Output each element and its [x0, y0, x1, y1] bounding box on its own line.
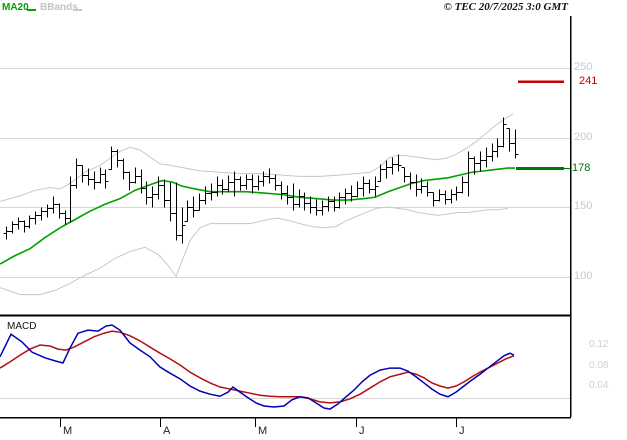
month-label-2: M: [258, 425, 268, 437]
price-axis-label-200: 200: [574, 131, 593, 143]
legend-bbands-label: BBands: [40, 2, 78, 13]
macd-line: [0, 324, 515, 410]
macd-panel-label: MACD: [7, 321, 37, 332]
ma20-line-swatch: [27, 9, 36, 11]
macd-scale-label-0.08: 0.08: [589, 360, 609, 371]
bbands-line-swatch: [73, 9, 82, 11]
legend-ma20-label: MA20: [2, 2, 29, 13]
price-axis-label-150: 150: [574, 200, 593, 212]
month-label-0: M: [63, 425, 73, 437]
copyright-text: © TEC 20/7/2025 3:0 GMT: [443, 1, 568, 13]
macd-signal-line: [0, 330, 515, 404]
bollinger-lower-band-line: [0, 206, 509, 296]
bollinger-upper-band-line: [0, 113, 514, 202]
macd-scale-label-0.04: 0.04: [589, 380, 609, 391]
month-label-4: J: [459, 425, 465, 437]
price-axis-label-100: 100: [574, 270, 593, 282]
upper-marker-price-label: 241: [579, 74, 598, 87]
month-label-1: A: [163, 425, 171, 437]
lower-marker-price-label: 178: [572, 161, 591, 174]
ma20-line: [0, 167, 515, 265]
macd-scale-label-0.12: 0.12: [589, 339, 609, 350]
price-axis-label-250: 250: [574, 61, 593, 73]
month-label-3: J: [359, 425, 365, 437]
